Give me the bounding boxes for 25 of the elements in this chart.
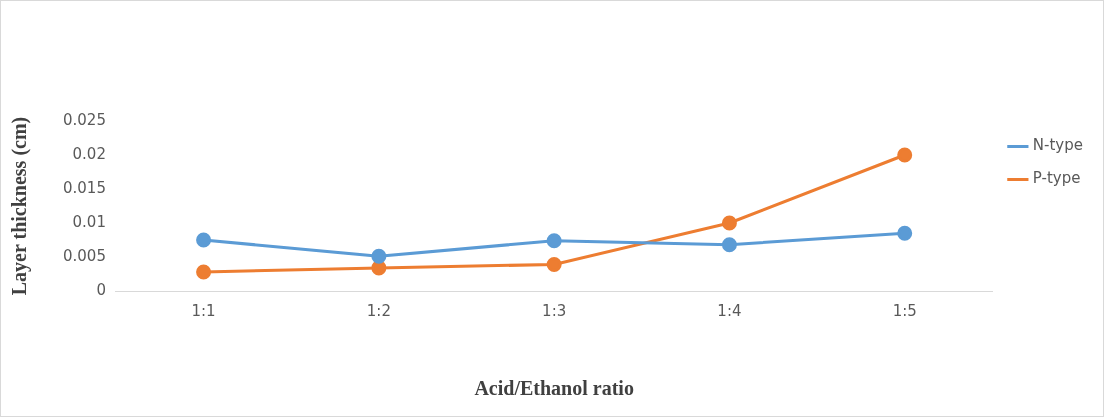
point: [721, 215, 737, 231]
point: [721, 237, 737, 253]
y-tick-label: 0.015: [62, 178, 106, 197]
x-tick-label: 1:4: [717, 301, 742, 320]
legend-label: P-type: [1032, 169, 1081, 188]
point: [196, 232, 212, 248]
y-tick-label: 0.025: [62, 110, 106, 129]
x-tick-label: 1:5: [892, 301, 917, 320]
point: [546, 256, 562, 272]
x-axis-title: Acid/Ethanol ratio: [474, 377, 634, 400]
x-tick-label: 1:2: [366, 301, 391, 320]
y-tick-label: 0.005: [62, 246, 106, 265]
point: [371, 260, 387, 276]
point: [196, 264, 212, 280]
point: [897, 147, 913, 163]
x-tick-label: 1:3: [542, 301, 567, 320]
point: [371, 248, 387, 264]
y-tick-label: 0.01: [72, 212, 106, 231]
y-tick-label: 0: [96, 280, 106, 299]
point: [546, 233, 562, 249]
x-tick-label: 1:1: [191, 301, 216, 320]
y-tick-label: 0.02: [72, 144, 106, 163]
y-axis-title: Layer thickness (cm): [8, 116, 32, 296]
legend-label: N-type: [1032, 136, 1084, 155]
point: [897, 225, 913, 241]
